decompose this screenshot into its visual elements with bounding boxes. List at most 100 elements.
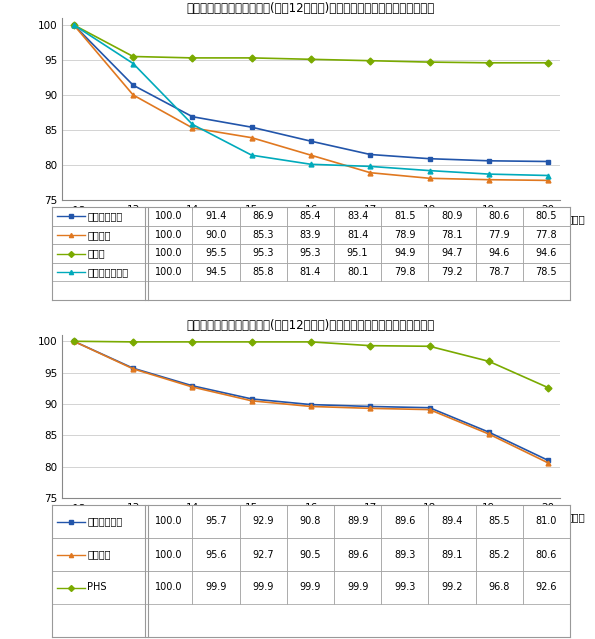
Text: （年）: （年） [567, 512, 585, 522]
FancyBboxPatch shape [52, 505, 145, 538]
Text: 94.9: 94.9 [394, 249, 415, 259]
FancyBboxPatch shape [334, 207, 381, 226]
Text: 89.6: 89.6 [394, 516, 415, 527]
Text: 100.0: 100.0 [155, 212, 183, 221]
Text: 94.7: 94.7 [441, 249, 463, 259]
Text: 78.9: 78.9 [394, 230, 415, 240]
Text: 95.1: 95.1 [347, 249, 368, 259]
FancyBboxPatch shape [287, 263, 334, 281]
Text: 92.7: 92.7 [252, 550, 274, 560]
FancyBboxPatch shape [475, 571, 523, 604]
Text: 94.5: 94.5 [205, 267, 227, 277]
Text: 100.0: 100.0 [155, 267, 183, 277]
Text: 95.5: 95.5 [205, 249, 227, 259]
FancyBboxPatch shape [334, 571, 381, 604]
FancyBboxPatch shape [475, 207, 523, 226]
Text: 81.4: 81.4 [347, 230, 368, 240]
FancyBboxPatch shape [240, 244, 287, 263]
Text: 99.9: 99.9 [347, 583, 368, 592]
Text: 85.8: 85.8 [252, 267, 274, 277]
Text: 移動電気通信: 移動電気通信 [87, 516, 123, 527]
FancyBboxPatch shape [145, 207, 192, 226]
Text: 専用線: 専用線 [87, 249, 105, 259]
Text: 78.5: 78.5 [536, 267, 557, 277]
FancyBboxPatch shape [240, 226, 287, 244]
FancyBboxPatch shape [192, 226, 240, 244]
Text: 99.3: 99.3 [394, 583, 415, 592]
FancyBboxPatch shape [334, 226, 381, 244]
FancyBboxPatch shape [192, 263, 240, 281]
FancyBboxPatch shape [475, 538, 523, 571]
Text: 固定電気通信: 固定電気通信 [87, 212, 123, 221]
FancyBboxPatch shape [192, 505, 240, 538]
Text: 95.6: 95.6 [205, 550, 227, 560]
Text: 99.9: 99.9 [205, 583, 227, 592]
Text: 81.0: 81.0 [536, 516, 557, 527]
Text: 89.4: 89.4 [441, 516, 463, 527]
Text: 90.5: 90.5 [300, 550, 321, 560]
FancyBboxPatch shape [52, 226, 145, 244]
Text: 99.2: 99.2 [441, 583, 463, 592]
FancyBboxPatch shape [287, 244, 334, 263]
Text: 79.2: 79.2 [441, 267, 463, 277]
FancyBboxPatch shape [334, 244, 381, 263]
FancyBboxPatch shape [192, 207, 240, 226]
FancyBboxPatch shape [381, 571, 428, 604]
FancyBboxPatch shape [52, 207, 145, 226]
FancyBboxPatch shape [381, 263, 428, 281]
FancyBboxPatch shape [428, 244, 475, 263]
FancyBboxPatch shape [145, 505, 192, 538]
Text: （年）: （年） [567, 214, 585, 224]
FancyBboxPatch shape [381, 505, 428, 538]
Text: 携帯電話: 携帯電話 [87, 550, 111, 560]
FancyBboxPatch shape [287, 226, 334, 244]
Text: 固定データ伝送: 固定データ伝送 [87, 267, 129, 277]
FancyBboxPatch shape [287, 571, 334, 604]
Text: 95.3: 95.3 [252, 249, 274, 259]
Text: 94.6: 94.6 [488, 249, 510, 259]
FancyBboxPatch shape [145, 226, 192, 244]
Text: 89.6: 89.6 [347, 550, 368, 560]
Text: 91.4: 91.4 [205, 212, 227, 221]
Text: 77.9: 77.9 [488, 230, 510, 240]
Text: 100.0: 100.0 [155, 249, 183, 259]
FancyBboxPatch shape [428, 263, 475, 281]
Text: 96.8: 96.8 [488, 583, 510, 592]
FancyBboxPatch shape [145, 244, 192, 263]
Text: 100.0: 100.0 [155, 550, 183, 560]
Text: 99.9: 99.9 [300, 583, 321, 592]
FancyBboxPatch shape [192, 244, 240, 263]
Text: 80.9: 80.9 [441, 212, 463, 221]
FancyBboxPatch shape [475, 263, 523, 281]
Text: 100.0: 100.0 [155, 230, 183, 240]
FancyBboxPatch shape [523, 505, 570, 538]
FancyBboxPatch shape [287, 538, 334, 571]
Text: 86.9: 86.9 [252, 212, 274, 221]
FancyBboxPatch shape [287, 207, 334, 226]
Text: 92.9: 92.9 [252, 516, 274, 527]
FancyBboxPatch shape [523, 207, 570, 226]
FancyBboxPatch shape [523, 538, 570, 571]
Text: 80.5: 80.5 [536, 212, 557, 221]
Text: 90.8: 90.8 [300, 516, 321, 527]
Text: 81.4: 81.4 [300, 267, 321, 277]
Text: 78.1: 78.1 [441, 230, 463, 240]
Text: 89.9: 89.9 [347, 516, 368, 527]
FancyBboxPatch shape [334, 538, 381, 571]
Text: 85.3: 85.3 [252, 230, 274, 240]
FancyBboxPatch shape [523, 226, 570, 244]
Text: 85.5: 85.5 [488, 516, 510, 527]
Text: 77.8: 77.8 [536, 230, 557, 240]
FancyBboxPatch shape [145, 538, 192, 571]
Text: 92.6: 92.6 [536, 583, 557, 592]
FancyBboxPatch shape [287, 505, 334, 538]
FancyBboxPatch shape [52, 244, 145, 263]
Text: PHS: PHS [87, 583, 107, 592]
Title: 企業向けサービス価格指数(平成12年基準)における移動通信料金水準の推移: 企業向けサービス価格指数(平成12年基準)における移動通信料金水準の推移 [187, 320, 435, 332]
FancyBboxPatch shape [523, 571, 570, 604]
Title: 企業向けサービス価格指数(平成12年基準)における固定通信料金水準の推移: 企業向けサービス価格指数(平成12年基準)における固定通信料金水準の推移 [187, 3, 435, 15]
Text: 100.0: 100.0 [155, 583, 183, 592]
Text: 99.9: 99.9 [252, 583, 274, 592]
FancyBboxPatch shape [52, 538, 145, 571]
FancyBboxPatch shape [145, 571, 192, 604]
